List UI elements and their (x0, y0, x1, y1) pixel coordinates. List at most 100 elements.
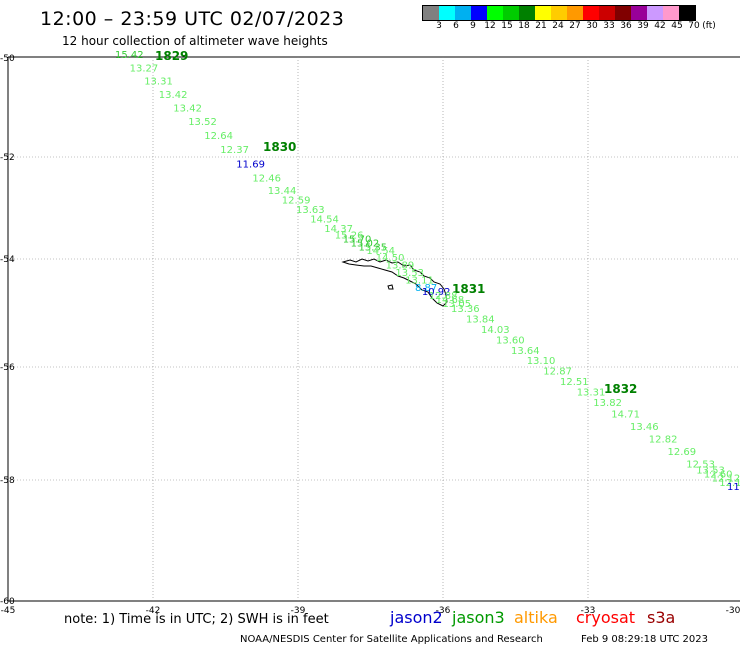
wave-height-label: 13.46 (630, 422, 659, 433)
wave-height-label: 13.27 (130, 63, 159, 74)
y-tick-label: -54 (0, 255, 15, 265)
wave-height-label: 12.82 (649, 435, 678, 446)
wave-height-label: 13.60 (496, 335, 525, 346)
wave-height-label: 13.10 (527, 356, 556, 367)
y-tick-label: -58 (0, 476, 15, 486)
wave-height-label: 13.53 (395, 268, 424, 279)
wave-height-label: 15.42 (115, 50, 144, 61)
wave-height-label: 11 (727, 482, 740, 493)
wave-height-label: 14.54 (310, 215, 339, 226)
wave-height-label: 13.11 (405, 276, 434, 287)
wave-height-label: 12.60 (704, 470, 733, 481)
legend-swatch (679, 6, 695, 20)
legend-swatch (487, 6, 503, 20)
y-tick-label: -50 (0, 54, 15, 64)
island-coastline (341, 258, 448, 307)
wave-height-label: 12.69 (668, 447, 697, 458)
wave-height-label: 14.37 (324, 224, 353, 235)
wave-height-labels: 15.42 13.27 13.31 13.42 13.42 13.52 12.64 12.37… (115, 50, 740, 493)
wave-height-label: 12.87 (543, 367, 572, 378)
wave-height-label: 12.46 (252, 174, 281, 185)
wave-height-label: 13.42 (159, 90, 188, 101)
wave-height-label: 12.64 (204, 131, 233, 142)
map-frame (7, 56, 740, 602)
legend-swatch (599, 6, 615, 20)
legend-swatch (631, 6, 647, 20)
color-legend-bar (422, 5, 696, 21)
wave-height-label: 13.53 (696, 465, 725, 476)
x-tick-label: -45 (1, 606, 16, 616)
track-time-label: 1832 (604, 382, 637, 396)
legend-tick-label: 42 (654, 21, 666, 31)
wave-height-label: 12.11 (719, 478, 740, 489)
legend-tick-label: 21 (535, 21, 547, 31)
wave-height-label: 12.59 (282, 195, 311, 206)
legend-swatch (423, 6, 439, 20)
wave-height-label: 14.54 (366, 246, 395, 257)
legend-swatch (551, 6, 567, 20)
legend-swatch (647, 6, 663, 20)
legend-swatch (503, 6, 519, 20)
page-subtitle: 12 hour collection of altimeter wave hei… (62, 34, 328, 48)
legend-tick-label: 6 (453, 21, 459, 31)
wave-height-label: 13.42 (173, 103, 202, 114)
track-time-label: 1830 (263, 140, 296, 154)
track-time-labels: 1829 1830 1831 1832 (155, 49, 637, 396)
wave-height-label: 13.64 (511, 346, 540, 357)
wave-height-label: 14.71 (611, 410, 640, 421)
wave-height-label: 13.05 (443, 299, 472, 310)
satellite-label-s3a: s3a (647, 608, 676, 627)
x-tick-label: -39 (291, 606, 306, 616)
legend-tick-label: 39 (637, 21, 649, 31)
y-tick-label: -60 (0, 597, 15, 607)
wave-height-label: 12.53 (686, 460, 715, 471)
legend-tick-label: 27 (569, 21, 581, 31)
legend-tick-label: 33 (603, 21, 615, 31)
legend-tick-label: 70 (688, 21, 700, 31)
wave-height-label: 13.44 (268, 186, 297, 197)
footer-timestamp: Feb 9 08:29:18 UTC 2023 (581, 634, 708, 645)
footer-credit: NOAA/NESDIS Center for Satellite Applica… (240, 634, 543, 645)
wave-height-label: 12.37 (220, 145, 249, 156)
wave-height-label: 13.52 (188, 117, 217, 128)
wave-height-label: 14.50 (376, 253, 405, 264)
legend-tick-label: 9 (470, 21, 476, 31)
y-tick-label: -56 (0, 363, 15, 373)
legend-swatch (583, 6, 599, 20)
x-axis-labels: -45 -42 -39 -36 -33 -30 (1, 606, 740, 616)
wave-height-label: 15.02 (351, 238, 380, 249)
legend-swatch (519, 6, 535, 20)
wave-height-label: 15.26 (335, 230, 364, 241)
legend-swatch (455, 6, 471, 20)
legend-swatch (471, 6, 487, 20)
wave-height-label: 13.31 (144, 77, 173, 88)
wave-height-label: 14.03 (481, 325, 510, 336)
wave-height-label: 11.69 (236, 159, 265, 170)
legend-tick-label: 36 (620, 21, 632, 31)
wave-height-label: 15.35 (359, 242, 388, 253)
wave-height-label: 13.82 (593, 398, 622, 409)
wave-height-label: 13.63 (296, 205, 325, 216)
wave-height-label: 13.84 (466, 315, 495, 326)
wave-height-label: 14.68 (436, 295, 465, 306)
legend-tick-label: 45 (671, 21, 683, 31)
legend-tick-label: 12 (484, 21, 496, 31)
grid-lines (8, 57, 740, 601)
satellite-label-cryosat: cryosat (576, 608, 636, 627)
satellite-label-altika: altika (514, 608, 558, 627)
satellite-label-jason2: jason2 (390, 608, 443, 627)
wave-height-label: 15.70 (343, 234, 372, 245)
x-tick-label: -30 (726, 606, 740, 616)
legend-tick-label: 30 (586, 21, 598, 31)
wave-height-label: 10.92 (422, 287, 451, 298)
legend-tick-label: 24 (552, 21, 564, 31)
wave-height-label: 13.31 (577, 387, 606, 398)
x-tick-label: -42 (146, 606, 161, 616)
y-tick-label: -52 (0, 153, 15, 163)
legend-tick-label: 15 (501, 21, 513, 31)
footer-note: note: 1) Time is in UTC; 2) SWH is in fe… (64, 612, 329, 627)
legend-tick-label: 18 (518, 21, 530, 31)
y-axis-labels: -50 -52 -54 -56 -58 -60 (0, 54, 15, 607)
wave-height-label: 13.36 (451, 304, 480, 315)
legend-tick-label: 3 (436, 21, 442, 31)
